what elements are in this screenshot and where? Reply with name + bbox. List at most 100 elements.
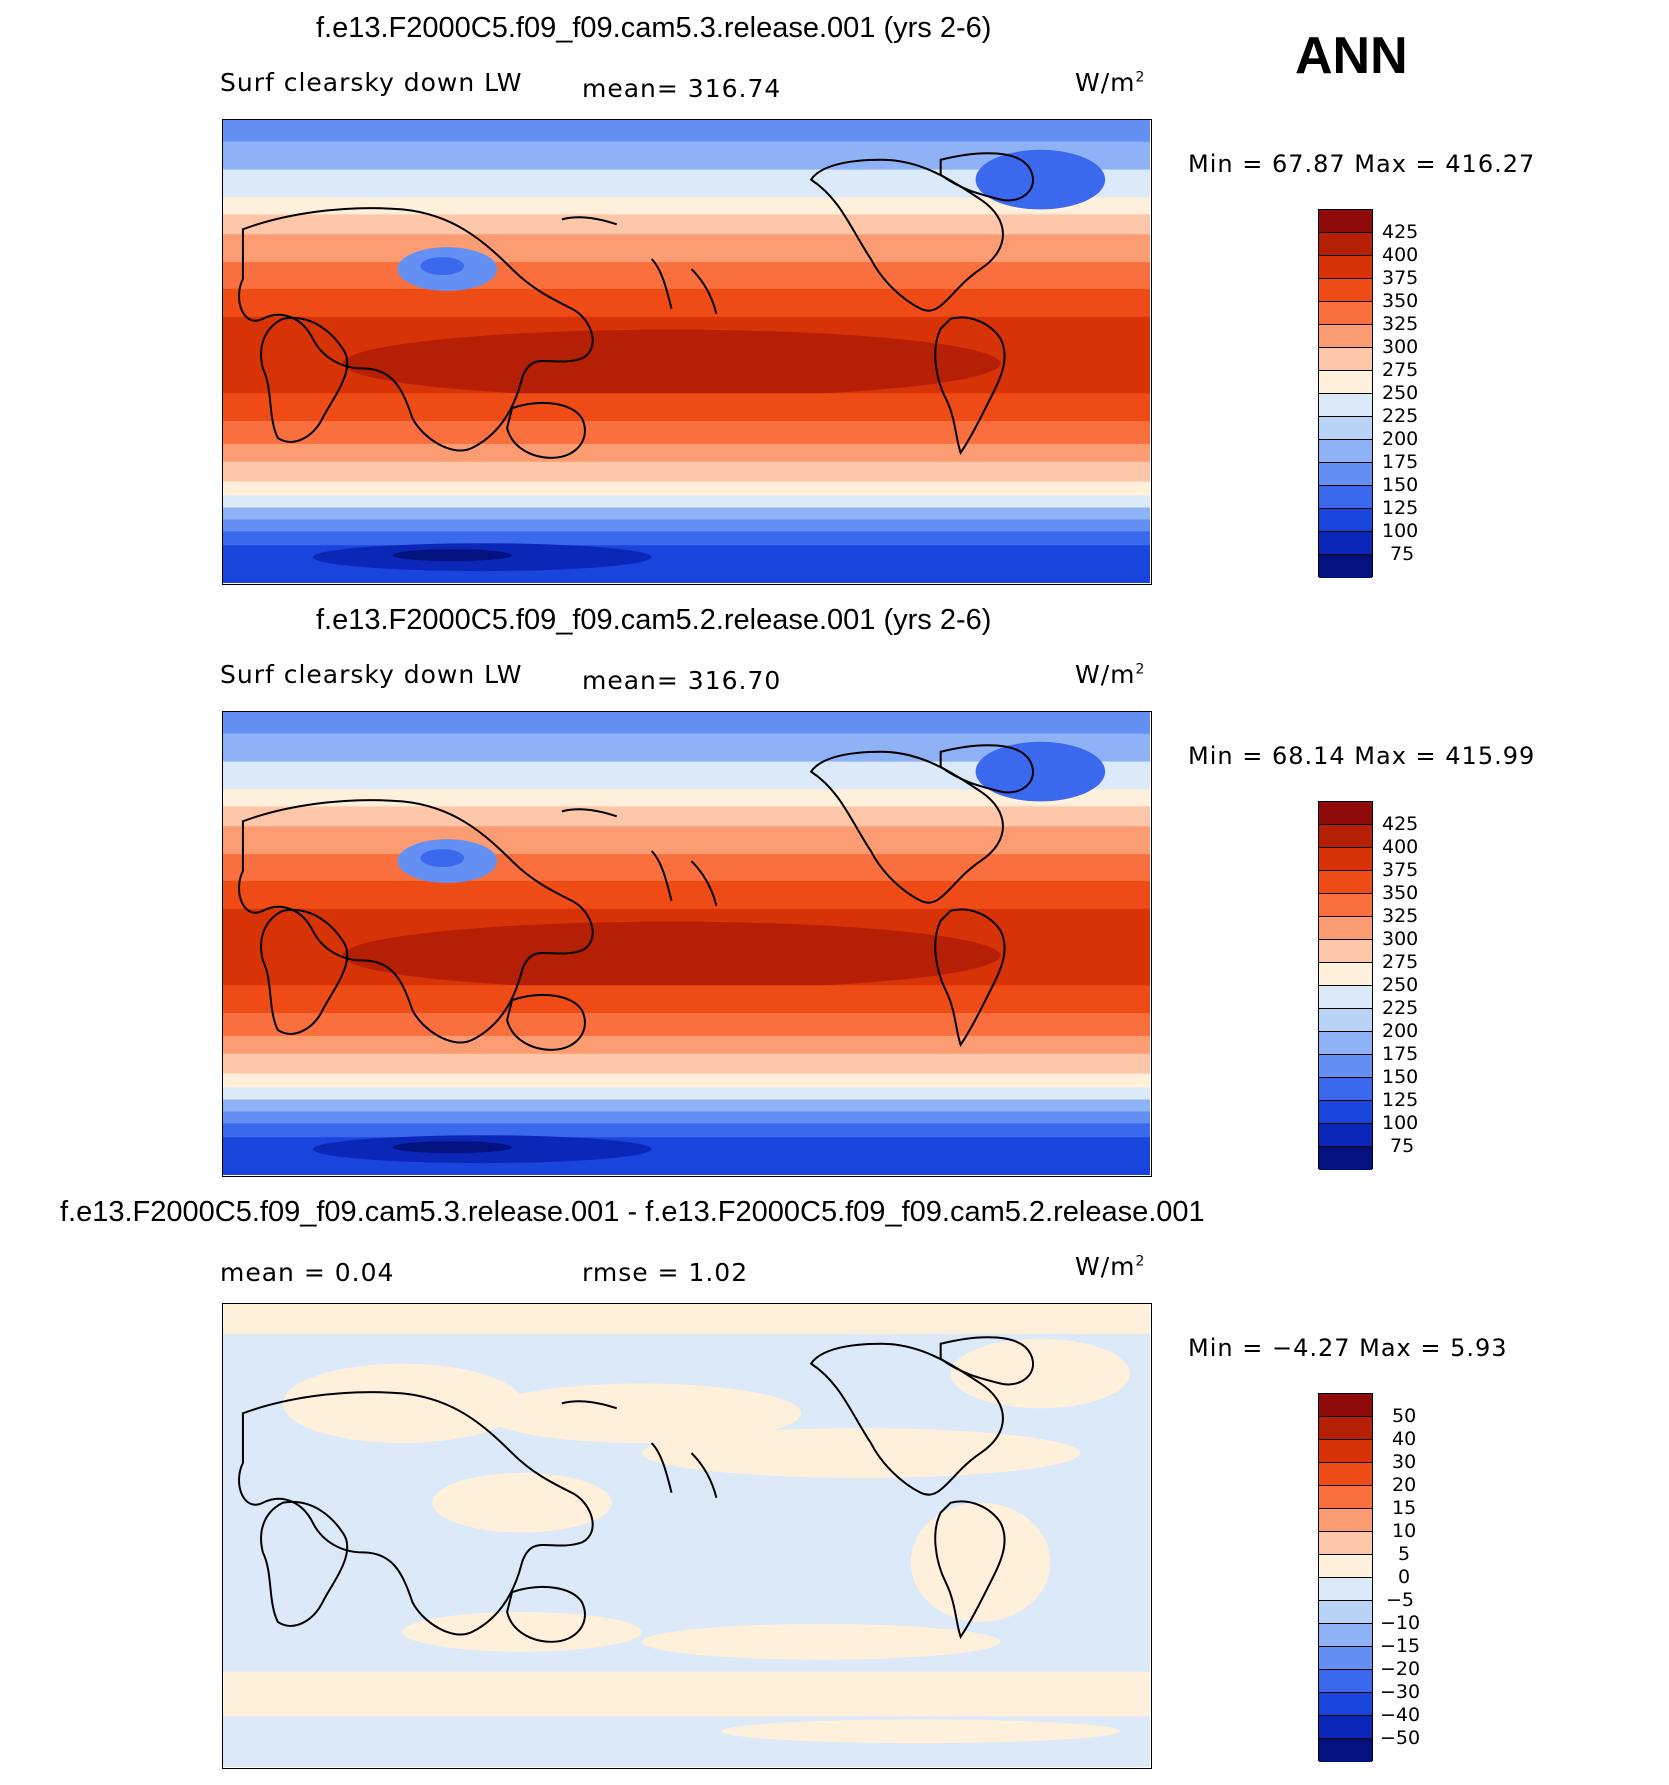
panel-1-tick: 225 (1382, 405, 1419, 427)
panel-3-tick: −5 (1386, 1589, 1415, 1611)
panel-1-colorbar-cell (1319, 394, 1372, 417)
panel-2-tick: 200 (1382, 1020, 1419, 1042)
panel-3-colorbar-cell (1319, 1624, 1372, 1647)
panel-2-variable-label: Surf clearsky down LW (220, 660, 523, 689)
panel-3-colorbar-cell (1319, 1486, 1372, 1509)
panel-1-tick: 375 (1382, 267, 1419, 289)
panel-1-tick: 400 (1382, 244, 1419, 266)
panel-2-tick: 150 (1382, 1066, 1419, 1088)
panel-1-tick: 125 (1382, 497, 1419, 519)
panel-3-colorbar-cell (1319, 1647, 1372, 1670)
panel-1-colorbar-cell (1319, 417, 1372, 440)
panel-2-colorbar-cell (1319, 986, 1372, 1009)
panel-1-tick: 150 (1382, 474, 1419, 496)
panel-2-colorbar (1318, 801, 1373, 1170)
panel-3-tick: 0 (1398, 1566, 1411, 1588)
panel-1-field (223, 120, 1150, 583)
panel-1-colorbar-cell (1319, 325, 1372, 348)
panel-1-colorbar-cell (1319, 440, 1372, 463)
panel-2-tick: 350 (1382, 882, 1419, 904)
panel-1-units: W/m2 (1075, 68, 1146, 97)
panel-1-tick: 425 (1382, 221, 1419, 243)
panel-2-colorbar-cell (1319, 1078, 1372, 1101)
panel-1-colorbar-cell (1319, 256, 1372, 279)
panel-2-colorbar-cell (1319, 894, 1372, 917)
panel-3-colorbar-cell (1319, 1693, 1372, 1716)
panel-2-tick: 300 (1382, 928, 1419, 950)
panel-2-colorbar-cell (1319, 1032, 1372, 1055)
panel-1-colorbar (1318, 209, 1373, 578)
panel-2-colorbar-cell (1319, 848, 1372, 871)
panel-1-map (222, 119, 1152, 585)
panel-1-variable-label: Surf clearsky down LW (220, 68, 523, 97)
panel-2-tick: 100 (1382, 1112, 1419, 1134)
panel-1-tick: 100 (1382, 520, 1419, 542)
panel-2-field (223, 712, 1150, 1175)
panel-1-min-max: Min = 67.87 Max = 416.27 (1188, 150, 1536, 178)
panel-1-colorbar-cell (1319, 486, 1372, 509)
panel-2-units: W/m2 (1075, 660, 1146, 689)
panel-1-colorbar-cell (1319, 348, 1372, 371)
panel-2-mean-label: mean= 316.70 (582, 666, 782, 695)
panel-2-colorbar-cell (1319, 917, 1372, 940)
panel-2-colorbar-cell (1319, 1147, 1372, 1170)
season-label: ANN (1295, 27, 1408, 85)
panel-3-tick: −20 (1380, 1658, 1421, 1680)
panel-2-tick: 250 (1382, 974, 1419, 996)
panel-1-tick: 350 (1382, 290, 1419, 312)
panel-2-colorbar-cell (1319, 871, 1372, 894)
panel-3-tick: 15 (1392, 1497, 1417, 1519)
panel-3-colorbar-cell (1319, 1440, 1372, 1463)
panel-3-colorbar-cell (1319, 1555, 1372, 1578)
panel-3-colorbar-cell (1319, 1509, 1372, 1532)
panel-1-case-title: f.e13.F2000C5.f09_f09.cam5.3.release.001… (316, 12, 992, 44)
panel-2-colorbar-cell (1319, 1055, 1372, 1078)
panel-1-colorbar-cell (1319, 210, 1372, 233)
panel-2-tick: 275 (1382, 951, 1419, 973)
panel-3-colorbar-cell (1319, 1417, 1372, 1440)
panel-3-tick: −50 (1380, 1727, 1421, 1749)
panel-3-tick: 50 (1392, 1405, 1417, 1427)
panel-3-colorbar-cell (1319, 1716, 1372, 1739)
panel-2-min-max: Min = 68.14 Max = 415.99 (1188, 742, 1536, 770)
panel-3-case-title: f.e13.F2000C5.f09_f09.cam5.3.release.001… (60, 1196, 1205, 1228)
panel-1-colorbar-labels: 425 400 375 350 325 300 275 250 225 200 … (1318, 209, 1448, 579)
panel-1-tick: 300 (1382, 336, 1419, 358)
panel-3-tick: −15 (1380, 1635, 1421, 1657)
panel-2-tick: 425 (1382, 813, 1419, 835)
panel-1-colorbar-cell (1319, 532, 1372, 555)
panel-3-tick: 5 (1398, 1543, 1411, 1565)
panel-2-tick: 325 (1382, 905, 1419, 927)
panel-3-colorbar-cell (1319, 1739, 1372, 1762)
panel-1-tick: 325 (1382, 313, 1419, 335)
panel-2-tick: 225 (1382, 997, 1419, 1019)
panel-3-min-max: Min = −4.27 Max = 5.93 (1188, 1334, 1508, 1362)
panel-2-colorbar-cell (1319, 825, 1372, 848)
panel-1-tick: 75 (1390, 543, 1415, 565)
panel-3-tick: 30 (1392, 1451, 1417, 1473)
panel-1-colorbar-cell (1319, 279, 1372, 302)
panel-1-colorbar-cell (1319, 555, 1372, 578)
panel-3-colorbar-labels: 50 40 30 20 15 10 5 0 −5 −10 −15 −20 −30… (1318, 1393, 1448, 1763)
panel-1-mean-label: mean= 316.74 (582, 74, 782, 103)
panel-3-tick: 40 (1392, 1428, 1417, 1450)
panel-3-map (222, 1303, 1152, 1769)
panel-1-colorbar-cell (1319, 371, 1372, 394)
panel-1-tick: 275 (1382, 359, 1419, 381)
panel-3-tick: 10 (1392, 1520, 1417, 1542)
panel-3-tick: 20 (1392, 1474, 1417, 1496)
panel-3-colorbar-cell (1319, 1601, 1372, 1624)
panel-3-colorbar (1318, 1393, 1373, 1762)
panel-3-rmse-label: rmse = 1.02 (582, 1258, 749, 1287)
panel-3-colorbar-cell (1319, 1670, 1372, 1693)
panel-3-colorbar-cell (1319, 1532, 1372, 1555)
panel-3-colorbar-cell (1319, 1463, 1372, 1486)
panel-2-tick: 75 (1390, 1135, 1415, 1157)
panel-3-tick: −10 (1380, 1612, 1421, 1634)
panel-1-tick: 250 (1382, 382, 1419, 404)
panel-2-tick: 400 (1382, 836, 1419, 858)
panel-1-tick: 175 (1382, 451, 1419, 473)
panel-2-colorbar-labels: 425 400 375 350 325 300 275 250 225 200 … (1318, 801, 1448, 1171)
panel-3-field (223, 1304, 1150, 1767)
panel-2-tick: 175 (1382, 1043, 1419, 1065)
